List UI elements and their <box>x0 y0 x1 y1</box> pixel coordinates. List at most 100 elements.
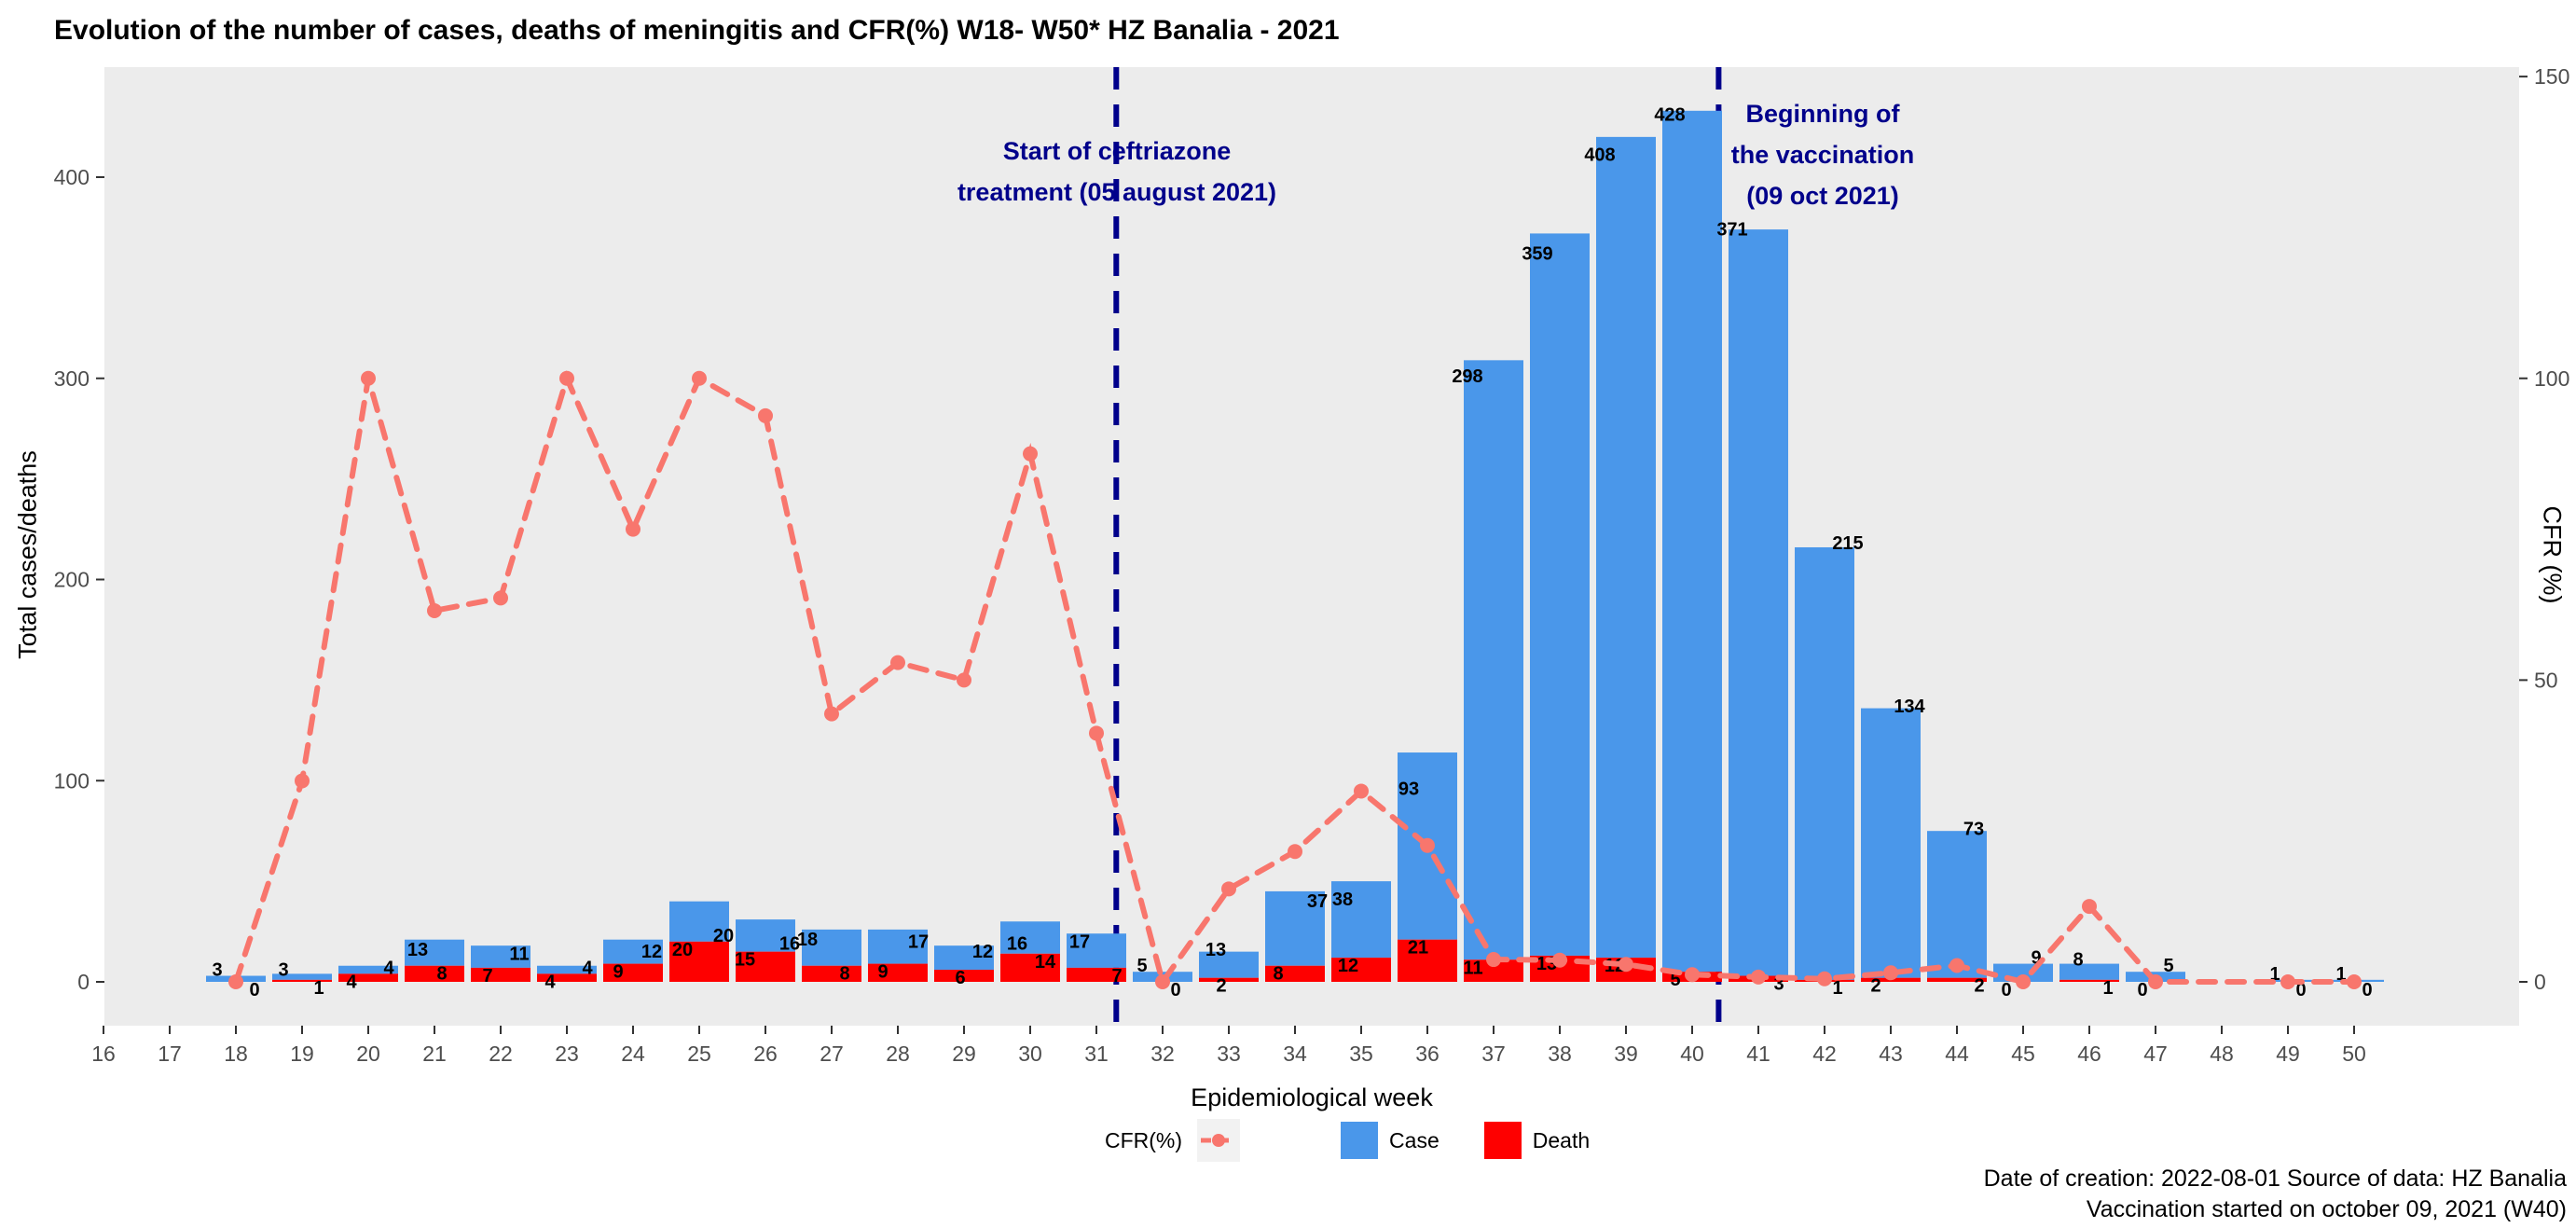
svg-text:0: 0 <box>2534 970 2546 994</box>
svg-text:11: 11 <box>1463 958 1482 978</box>
svg-text:20: 20 <box>356 1042 380 1066</box>
svg-text:50: 50 <box>2534 668 2558 692</box>
svg-text:17: 17 <box>908 931 929 952</box>
svg-text:359: 359 <box>1522 243 1552 264</box>
svg-text:200: 200 <box>54 568 90 592</box>
svg-text:4: 4 <box>346 972 357 992</box>
svg-text:32: 32 <box>1150 1042 1175 1066</box>
svg-text:4: 4 <box>383 958 394 978</box>
svg-text:50: 50 <box>2342 1042 2366 1066</box>
death-swatch <box>1483 1122 1522 1159</box>
svg-text:8: 8 <box>2073 950 2083 971</box>
vaccination-annotation: Beginning of the vaccination (09 oct 202… <box>1636 93 2009 216</box>
svg-text:9: 9 <box>877 962 888 983</box>
y-right-axis-title: CFR (%) <box>2538 505 2567 604</box>
svg-text:8: 8 <box>436 964 447 985</box>
svg-text:28: 28 <box>886 1042 910 1066</box>
svg-text:4: 4 <box>582 958 593 978</box>
svg-text:41: 41 <box>1746 1042 1770 1066</box>
svg-text:3: 3 <box>278 960 288 981</box>
svg-text:150: 150 <box>2534 64 2569 89</box>
svg-text:13: 13 <box>407 940 428 960</box>
svg-text:134: 134 <box>1894 697 1925 717</box>
svg-text:35: 35 <box>1349 1042 1373 1066</box>
svg-text:4: 4 <box>544 972 556 992</box>
svg-text:18: 18 <box>224 1042 248 1066</box>
svg-text:215: 215 <box>1832 533 1863 554</box>
footer: Date of creation: 2022-08-01 Source of d… <box>1984 1164 2567 1225</box>
svg-text:26: 26 <box>753 1042 778 1066</box>
svg-text:300: 300 <box>54 366 90 391</box>
svg-text:21: 21 <box>1408 938 1428 959</box>
svg-text:0: 0 <box>2001 980 2011 1000</box>
treatment-annotation: Start of ceftriazone treatment (05 augus… <box>837 131 1397 213</box>
svg-text:46: 46 <box>2077 1042 2101 1066</box>
svg-text:0: 0 <box>77 970 90 994</box>
svg-text:8: 8 <box>839 964 849 985</box>
svg-text:1: 1 <box>313 978 324 999</box>
cfr-line-key <box>1197 1119 1241 1162</box>
svg-text:428: 428 <box>1654 105 1685 126</box>
svg-text:44: 44 <box>1945 1042 1969 1066</box>
svg-text:39: 39 <box>1614 1042 1638 1066</box>
svg-text:15: 15 <box>735 950 755 971</box>
svg-text:0: 0 <box>2137 980 2147 1000</box>
svg-text:18: 18 <box>797 930 818 950</box>
svg-text:9: 9 <box>613 962 623 983</box>
svg-text:3: 3 <box>212 960 222 981</box>
svg-text:47: 47 <box>2143 1042 2168 1066</box>
svg-text:34: 34 <box>1283 1042 1307 1066</box>
treatment-annotation-line2: treatment (05 august 2021) <box>957 178 1277 206</box>
svg-text:408: 408 <box>1584 145 1615 166</box>
svg-text:23: 23 <box>555 1042 579 1066</box>
svg-text:17: 17 <box>158 1042 182 1066</box>
svg-text:0: 0 <box>249 980 259 1000</box>
svg-text:25: 25 <box>687 1042 711 1066</box>
svg-text:30: 30 <box>1018 1042 1042 1066</box>
svg-text:400: 400 <box>54 165 90 189</box>
svg-text:24: 24 <box>621 1042 645 1066</box>
svg-text:31: 31 <box>1084 1042 1109 1066</box>
svg-text:16: 16 <box>1007 933 1027 954</box>
svg-text:11: 11 <box>509 944 529 964</box>
svg-text:38: 38 <box>1332 890 1353 910</box>
svg-text:298: 298 <box>1452 366 1482 387</box>
svg-text:43: 43 <box>1879 1042 1903 1066</box>
legend-cfr-label: CFR(%) <box>1105 1127 1183 1152</box>
x-axis-title: Epidemiological week <box>1191 1083 1433 1111</box>
svg-text:371: 371 <box>1716 220 1747 241</box>
svg-text:16: 16 <box>91 1042 116 1066</box>
svg-text:16: 16 <box>779 933 800 954</box>
svg-text:1: 1 <box>1832 978 1842 999</box>
svg-text:37: 37 <box>1307 891 1328 912</box>
footer-line1: Date of creation: 2022-08-01 Source of d… <box>1983 1166 2567 1192</box>
svg-text:0: 0 <box>2362 980 2372 1000</box>
svg-text:37: 37 <box>1481 1042 1506 1066</box>
y-left-axis-title: Total cases/deaths <box>13 450 42 659</box>
svg-text:27: 27 <box>820 1042 844 1066</box>
svg-text:5: 5 <box>1136 956 1147 976</box>
svg-text:21: 21 <box>422 1042 447 1066</box>
svg-text:20: 20 <box>713 926 734 946</box>
svg-text:2: 2 <box>1216 976 1226 997</box>
svg-text:22: 22 <box>489 1042 513 1066</box>
svg-text:36: 36 <box>1415 1042 1440 1066</box>
svg-text:8: 8 <box>1273 964 1283 985</box>
vaccination-annotation-line3: (09 oct 2021) <box>1746 182 1899 210</box>
svg-text:12: 12 <box>641 942 662 962</box>
vaccination-annotation-line2: the vaccination <box>1730 141 1915 169</box>
svg-text:20: 20 <box>672 940 693 960</box>
svg-text:100: 100 <box>54 768 90 793</box>
vaccination-annotation-line1: Beginning of <box>1745 100 1900 128</box>
svg-text:17: 17 <box>1069 931 1090 952</box>
svg-text:13: 13 <box>1205 940 1226 960</box>
svg-text:5: 5 <box>1670 970 1680 990</box>
svg-text:2: 2 <box>1974 976 1984 997</box>
svg-text:1: 1 <box>2335 964 2346 985</box>
svg-text:6: 6 <box>955 968 965 988</box>
svg-text:7: 7 <box>1111 966 1122 987</box>
svg-text:45: 45 <box>2011 1042 2035 1066</box>
svg-text:7: 7 <box>482 966 492 987</box>
